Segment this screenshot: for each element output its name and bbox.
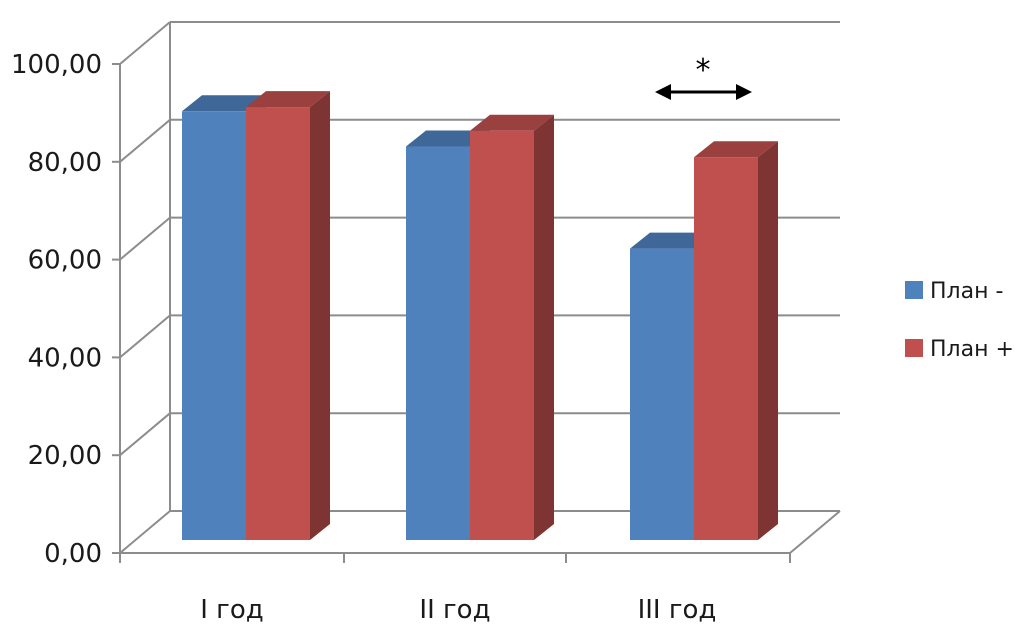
y-axis-tick-labels: 0,00 20,00 40,00 60,00 80,00 100,00 — [11, 50, 102, 569]
gridline-diagonal — [119, 412, 171, 456]
y-tick-label: 0,00 — [44, 539, 102, 569]
bar — [470, 114, 554, 540]
bar-side — [758, 141, 778, 540]
x-tick-label: I год — [200, 595, 263, 625]
bar — [246, 91, 330, 540]
bar-top — [406, 130, 490, 147]
annotation-asterisk: * — [696, 53, 711, 88]
bar-side — [310, 91, 330, 540]
bar-side — [534, 114, 554, 540]
y-tick-label: 20,00 — [28, 441, 102, 471]
y-tick-label: 60,00 — [28, 246, 102, 276]
legend-swatch — [905, 339, 923, 357]
gridline-diagonal — [119, 216, 171, 261]
legend: План - План + — [905, 279, 1014, 362]
gridline-diagonal — [119, 21, 171, 65]
legend-swatch — [905, 281, 923, 299]
y-tick-label: 100,00 — [11, 50, 102, 80]
bar-front — [470, 130, 534, 540]
bar-front — [246, 107, 310, 540]
bar-top — [246, 91, 330, 108]
bar-top — [630, 232, 714, 249]
bars — [182, 91, 778, 540]
legend-label: План + — [930, 337, 1014, 362]
axes — [112, 63, 841, 563]
significance-annotation: * — [655, 53, 752, 100]
floor-edge-right — [789, 510, 841, 554]
arrow-right-head — [736, 84, 752, 100]
gridline-diagonal — [119, 314, 171, 359]
bar — [694, 141, 778, 540]
y-tick-label: 40,00 — [28, 343, 102, 373]
bar-front — [182, 111, 246, 540]
x-tick-label: III год — [638, 595, 717, 625]
gridline-diagonal — [119, 510, 171, 554]
x-tick-label: II год — [419, 595, 490, 625]
legend-label: План - — [930, 279, 1003, 304]
arrow-left-head — [655, 84, 671, 100]
bar-top — [182, 95, 266, 112]
bar-front — [694, 157, 758, 540]
bar-front — [630, 248, 694, 540]
bar-front — [406, 146, 470, 540]
y-tick-label: 80,00 — [28, 148, 102, 178]
bar-top — [470, 114, 554, 131]
bar-top — [694, 141, 778, 158]
gridline-diagonal — [119, 119, 171, 163]
x-axis-tick-labels: I год II год III год — [200, 595, 716, 625]
